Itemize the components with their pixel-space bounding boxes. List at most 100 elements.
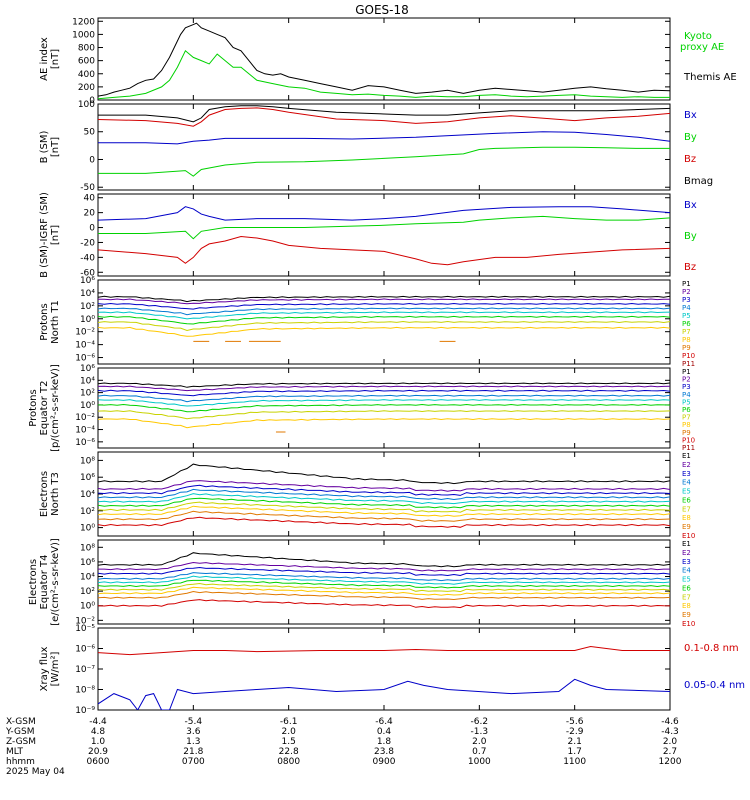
ephemeris-value: 1.0 [91,737,106,747]
channel-P5 [98,399,670,407]
series-Bz [98,107,670,127]
legend-entry: Bz [684,154,696,165]
ephemeris-value: -4.4 [89,717,107,727]
legend-entry: E10 [682,620,695,628]
legend-entry: P5 [682,312,691,320]
ephemeris-value: 1.7 [568,747,582,757]
legend-entry: E7 [682,593,691,601]
y-tick-label: 10⁴ [80,490,95,500]
legend-entry: P5 [682,398,691,406]
plot-area [98,206,670,266]
ephemeris-value: -6.4 [375,717,393,727]
ephemeris-value: 1.5 [282,737,296,747]
legend-entry: P10 [682,436,695,444]
y-tick-label: 10⁴ [80,289,95,299]
channel-E4 [98,572,670,582]
legend-entry: E8 [682,602,691,610]
legend-entry: E6 [682,584,691,592]
ephemeris-value: 2.0 [472,737,487,747]
legend-entry: E2 [682,461,691,469]
channel-P4 [98,394,670,403]
ephemeris-value: 2.1 [568,737,582,747]
panel-electrons_t4: 10⁸ 10⁶ 10⁴ 10² 10⁰ 10⁻² Electrons Equator T4 [e… [28,538,695,628]
ephemeris-value: 1000 [468,757,491,767]
panel-ae: 0 200 400 600 800 1000 1200 AE index [nT] Kyotopr… [39,17,737,106]
legend-entry: P6 [682,406,691,414]
y-tick-label: 10⁻⁹ [75,706,95,716]
channel-P8 [98,326,670,337]
legend-entry: P9 [682,429,691,437]
y-axis-label-line: B (SM) [39,130,50,163]
legend-entry: E5 [682,488,691,496]
y-tick-label: 10⁻² [75,616,95,626]
y-axis-label-line: [nT] [50,49,61,69]
legend-entry: E10 [682,532,695,540]
channel-E6 [98,579,670,589]
y-axis-label-line: AE index [39,37,50,81]
series-0.1-0.8 nm [98,645,670,656]
panel-frame [97,451,671,537]
channel-E2 [98,561,670,572]
channel-P7 [98,320,670,332]
channel-E4 [98,488,670,501]
legend-entry: Bz [684,262,696,273]
y-axis-label-line: [nT] [50,225,61,245]
y-tick-label: 400 [78,70,95,80]
ephemeris-value: 2.7 [663,747,677,757]
y-axis-label-line: North T3 [50,472,61,516]
y-tick-label: 200 [78,83,95,93]
y-tick-label: 10⁻⁶ [75,438,95,448]
series-By [98,146,670,177]
y-axis-label-line: Electrons [28,559,39,605]
ephemeris-row-label: Y-GSM [5,727,34,737]
ephemeris-value: 2.0 [282,727,297,737]
y-tick-label: 10² [80,389,95,399]
y-tick-label: 10² [80,587,95,597]
channel-P4 [98,307,670,316]
ephemeris-row-label: MLT [6,747,24,757]
ephemeris-value: 22.8 [279,747,299,757]
panel-b_igrf: -60 -40 -20 0 20 40 B (SM)-IGRF (SM) [nT] Bx By Bz [39,192,697,278]
channel-E6 [98,497,670,509]
y-tick-label: 600 [78,57,95,67]
ephemeris-value: 0.4 [377,727,392,737]
ephemeris-value: 0800 [277,757,300,767]
legend-entry: P1 [682,368,691,376]
y-tick-label: 10⁻⁸ [75,686,95,696]
legend-entry: E9 [682,611,691,619]
legend-entry: P9 [682,344,691,352]
plot-area [98,463,670,528]
y-axis-label: Electrons North T3 [39,471,61,517]
y-tick-label: 10⁻⁶ [75,645,95,655]
ephemeris-value: 4.8 [91,727,106,737]
series-By [98,215,670,240]
ephemeris-value: 0900 [373,757,396,767]
channel-P8 [98,418,670,429]
ephemeris-value: 2.0 [663,737,678,747]
ephemeris-row-label: Z-GSM [6,737,36,747]
legend-entry: E8 [682,514,691,522]
panel-frame [97,367,671,449]
panel-xray: 10⁻⁵ 10⁻⁶ 10⁻⁷ 10⁻⁸ 10⁻⁹ Xray flux [W/m²] 0.1-0… [39,624,745,716]
y-tick-label: 0 [89,224,95,234]
legend-entry: Bx [684,110,697,121]
y-axis-label-line: B (SM)-IGRF (SM) [39,192,50,278]
channel-E8 [98,505,670,517]
y-tick-label: 10⁶ [80,473,95,483]
legend-entry: E1 [682,452,691,460]
panel-b_sm: -50 0 50 100 B (SM) [nT] Bx By Bz Bmag [39,100,713,193]
y-tick-label: 50 [84,128,96,138]
legend-entry: P11 [682,444,695,452]
channel-P1 [98,295,670,303]
legend-entry: 0.05-0.4 nm [684,680,745,691]
legend-entry: P8 [682,336,691,344]
legend-entry: E5 [682,576,691,584]
y-axis-label-line: North T1 [50,300,61,344]
channel-E2 [98,480,670,492]
channel-E8 [98,586,670,596]
y-axis-label-line: Protons [28,389,39,426]
panel-electrons_t3: 10⁸ 10⁶ 10⁴ 10² 10⁰ Electrons North T3 E1E2E3E4… [39,451,695,540]
y-tick-label: 10⁴ [80,376,95,386]
